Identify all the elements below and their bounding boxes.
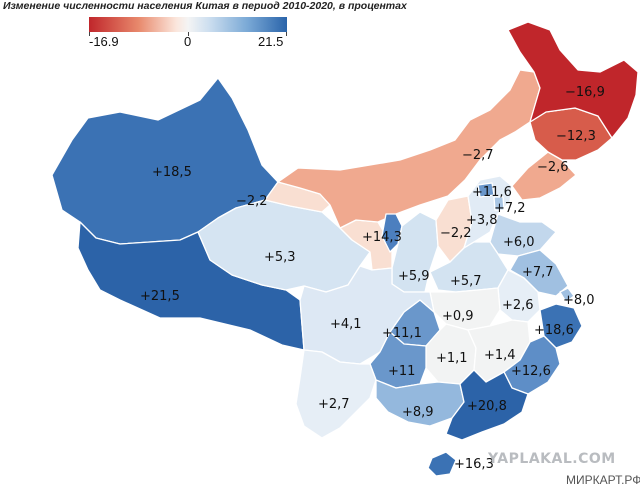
region-heilongjiang[interactable]	[507, 21, 639, 139]
region-tianjin[interactable]	[493, 196, 505, 211]
label-gansu: −2,2	[236, 194, 268, 209]
legend-mid-label: 0	[184, 34, 192, 49]
region-shanghai[interactable]	[559, 287, 575, 303]
legend-tick-max	[286, 32, 287, 36]
label-shanghai: +8,0	[563, 293, 595, 308]
label-inner-mongolia: −2,7	[462, 148, 494, 163]
map-title: Изменение численности населения Китая в …	[3, 0, 407, 12]
label-anhui: +2,6	[502, 298, 534, 313]
label-tibet: +21,5	[140, 289, 180, 304]
label-qinghai: +5,3	[264, 250, 296, 265]
label-guangdong: +20,8	[467, 399, 507, 414]
label-jiangxi: +1,4	[484, 348, 516, 363]
label-guangxi: +8,9	[402, 405, 434, 420]
legend-min-label: -16.9	[89, 34, 119, 49]
region-beijing[interactable]	[477, 182, 495, 198]
region-hainan[interactable]	[427, 451, 457, 477]
label-yunnan: +2,7	[318, 397, 350, 412]
label-hubei: +0,9	[442, 309, 474, 324]
watermark-yaplakal: YAPLAKAL.COM	[488, 451, 616, 467]
label-chongqing: +11,1	[382, 326, 422, 341]
label-liaoning: −2,6	[537, 160, 569, 175]
legend-tick-mid	[188, 32, 189, 36]
label-sichuan: +4,1	[330, 317, 362, 332]
label-hebei: +3,8	[466, 213, 498, 228]
legend-gradient-bar	[89, 17, 287, 32]
label-ningxia: +14,3	[362, 230, 402, 245]
legend-max-label: 21.5	[258, 34, 284, 49]
region-qinghai[interactable]	[197, 199, 371, 293]
region-fujian[interactable]	[503, 335, 561, 395]
label-jilin: −12,3	[556, 129, 596, 144]
watermark-mirkart: МИРКАРТ.РФ	[566, 473, 640, 487]
region-hubei[interactable]	[429, 287, 501, 331]
label-henan: +5,7	[450, 274, 482, 289]
label-tianjin: +7,2	[494, 201, 526, 216]
label-shanxi: −2,2	[440, 226, 472, 241]
label-hunan: +1,1	[436, 351, 468, 366]
label-jiangsu: +7,7	[522, 265, 554, 280]
label-beijing: +11,6	[472, 185, 512, 200]
label-shandong: +6,0	[503, 235, 535, 250]
region-yunnan[interactable]	[295, 349, 377, 439]
region-liaoning[interactable]	[511, 151, 577, 201]
label-zhejiang: +18,6	[534, 323, 574, 338]
label-heilongjiang: −16,9	[565, 85, 605, 100]
label-hainan: +16,3	[454, 457, 494, 472]
label-guizhou: +11	[388, 364, 415, 379]
region-guangdong[interactable]	[445, 369, 529, 441]
label-fujian: +12,6	[511, 364, 551, 379]
label-xinjiang: +18,5	[152, 165, 192, 180]
legend-tick-min	[89, 32, 90, 36]
label-shaanxi: +5,9	[398, 269, 430, 284]
